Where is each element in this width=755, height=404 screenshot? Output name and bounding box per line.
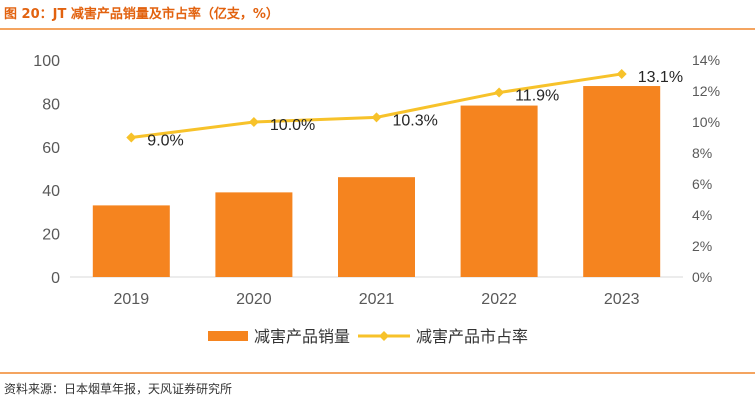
bar-2020 <box>215 192 293 277</box>
share-data-label: 13.1% <box>638 69 683 86</box>
right-tick-label: 14% <box>692 52 720 68</box>
right-tick-label: 0% <box>692 269 712 285</box>
share-marker-2020 <box>248 117 259 127</box>
source-note: 资料来源：日本烟草年报，天风证券研究所 <box>4 382 233 396</box>
right-tick-label: 8% <box>692 145 712 161</box>
right-tick-label: 2% <box>692 238 712 254</box>
bottom-rule <box>0 372 755 374</box>
line-markers <box>126 68 627 143</box>
bar-2022 <box>460 105 538 277</box>
left-tick-label: 80 <box>42 96 60 113</box>
left-axis: 0 20 40 60 80 100 <box>33 53 60 287</box>
share-line <box>131 72 622 139</box>
right-axis: 0% 2% 4% 6% 8% 10% 12% 14% <box>692 52 720 285</box>
figure-title: 图 20：JT 减害产品销量及市占率（亿支，%） <box>4 7 279 22</box>
x-tick-label: 2023 <box>604 291 640 308</box>
share-data-label: 11.9% <box>515 88 559 105</box>
left-tick-label: 0 <box>51 270 60 287</box>
top-rule <box>0 28 755 30</box>
legend-bar-swatch <box>208 331 248 341</box>
share-data-label: 10.3% <box>393 112 438 129</box>
left-tick-label: 20 <box>42 227 60 244</box>
share-marker-2019 <box>126 132 137 143</box>
share-marker-2023 <box>616 68 627 79</box>
share-data-label: 9.0% <box>147 133 183 150</box>
bar-series <box>92 86 661 277</box>
legend-bar-label: 减害产品销量 <box>254 328 350 346</box>
x-tick-label: 2020 <box>236 291 272 308</box>
right-tick-label: 10% <box>692 114 720 130</box>
x-tick-label: 2022 <box>481 291 517 308</box>
bar-2023 <box>583 86 661 277</box>
legend-line-marker <box>379 331 389 341</box>
share-marker-2022 <box>494 87 505 98</box>
x-tick-label: 2021 <box>359 291 395 308</box>
share-data-label: 10.0% <box>270 117 315 134</box>
right-tick-label: 12% <box>692 83 720 99</box>
legend: 减害产品销量 减害产品市占率 <box>208 328 528 346</box>
legend-line-label: 减害产品市占率 <box>416 328 528 346</box>
line-series <box>131 72 622 139</box>
left-tick-label: 100 <box>33 53 60 70</box>
right-tick-label: 4% <box>692 207 712 223</box>
left-tick-label: 40 <box>42 183 60 200</box>
x-axis: 2019 2020 2021 2022 2023 <box>114 291 640 308</box>
combo-chart: 0 20 40 60 80 100 0% 2% 4% 6% 8% 10% 12% 14% 2019 202… <box>33 52 720 346</box>
x-tick-label: 2019 <box>114 291 150 308</box>
left-tick-label: 60 <box>42 140 60 157</box>
share-marker-2021 <box>371 112 382 123</box>
bar-2021 <box>338 177 415 277</box>
bar-2019 <box>92 205 170 277</box>
right-tick-label: 6% <box>692 176 712 192</box>
data-labels: 9.0% 10.0% 10.3% 11.9% 13.1% <box>147 69 683 150</box>
